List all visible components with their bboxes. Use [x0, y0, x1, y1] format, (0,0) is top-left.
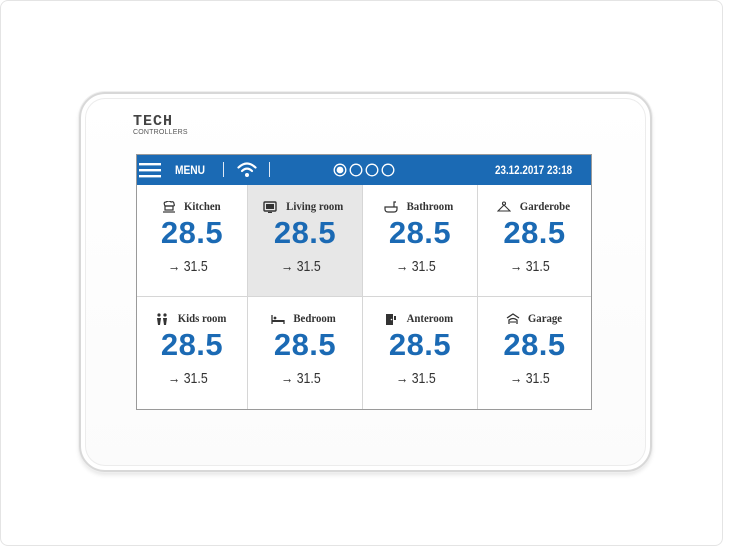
room-name: Anteroom [406, 311, 454, 326]
date-time: 23.12.2017 23:18 [495, 163, 573, 177]
menu-button[interactable]: MENU [175, 163, 206, 177]
current-temperature: 28.5 [160, 215, 224, 250]
set-temperature: → 31.5 [248, 258, 362, 275]
page-dot[interactable] [365, 163, 379, 177]
set-temperature-value: → 31.5 [510, 258, 550, 275]
current-temperature: 28.5 [388, 327, 452, 362]
room-tile[interactable]: Anteroom 28.5 → 31.5 [363, 297, 478, 409]
room-grid: Kitchen 28.5 → 31.5 Living room 28.5 → 31.5 Ba… [137, 185, 591, 409]
bathtub-icon [384, 201, 398, 213]
current-temperature: 28.5 [160, 327, 224, 362]
room-header: Anteroom [363, 310, 477, 326]
hamburger-menu-icon[interactable] [139, 161, 161, 179]
page-dot[interactable] [333, 163, 347, 177]
current-temperature: 28.5 [388, 215, 452, 250]
set-temperature-value: → 31.5 [280, 370, 321, 387]
set-temperature-value: → 31.5 [167, 258, 208, 275]
set-temperature-value: → 31.5 [510, 370, 550, 387]
room-tile[interactable]: Garage 28.5 → 31.5 [478, 297, 591, 409]
room-tile[interactable]: Kitchen 28.5 → 31.5 [137, 185, 248, 297]
set-temperature: → 31.5 [363, 370, 477, 387]
set-temperature-value: → 31.5 [395, 370, 436, 387]
hanger-icon [496, 201, 511, 212]
set-temperature: → 31.5 [137, 258, 247, 275]
set-temperature: → 31.5 [478, 370, 591, 387]
room-header: Kids room [137, 310, 247, 326]
room-header: Kitchen [137, 198, 247, 214]
room-tile[interactable]: Bathroom 28.5 → 31.5 [363, 185, 478, 297]
touch-screen: MENU 23.12.2017 23:18 Kitchen 28.5 → 31.5 L… [136, 154, 592, 410]
garage-icon [506, 312, 519, 324]
room-tile[interactable]: Bedroom 28.5 → 31.5 [248, 297, 363, 409]
separator [223, 162, 224, 177]
room-name: Living room [286, 199, 344, 214]
kids-icon [156, 313, 167, 325]
room-header: Garderobe [478, 198, 591, 214]
set-temperature: → 31.5 [478, 258, 591, 275]
separator [269, 162, 270, 177]
set-temperature-value: → 31.5 [167, 370, 208, 387]
tv-icon [263, 201, 277, 213]
brand-sub: CONTROLLERS [133, 129, 188, 136]
page-dot[interactable] [349, 163, 363, 177]
room-header: Living room [248, 198, 362, 214]
room-header: Bathroom [363, 198, 477, 214]
brand-word: TECH [133, 113, 174, 130]
current-temperature: 28.5 [273, 215, 337, 250]
active-page-dot [336, 166, 344, 174]
page-dot[interactable] [381, 163, 395, 177]
top-bar: MENU 23.12.2017 23:18 [137, 155, 591, 185]
page-indicator[interactable] [333, 163, 397, 177]
room-header: Garage [478, 310, 591, 326]
current-temperature: 28.5 [273, 327, 337, 362]
wifi-icon[interactable] [237, 160, 257, 178]
door-icon [386, 313, 397, 325]
set-temperature-value: → 31.5 [280, 258, 321, 275]
set-temperature: → 31.5 [137, 370, 247, 387]
room-name: Bedroom [293, 311, 337, 326]
room-header: Bedroom [248, 310, 362, 326]
set-temperature: → 31.5 [363, 258, 477, 275]
set-temperature: → 31.5 [248, 370, 362, 387]
room-name: Garderobe [519, 199, 570, 214]
room-name: Kids room [177, 311, 227, 326]
set-temperature-value: → 31.5 [395, 258, 436, 275]
room-name: Kitchen [183, 199, 221, 214]
room-tile[interactable]: Kids room 28.5 → 31.5 [137, 297, 248, 409]
room-tile[interactable]: Garderobe 28.5 → 31.5 [478, 185, 591, 297]
current-temperature: 28.5 [503, 215, 566, 250]
room-name: Garage [527, 311, 562, 326]
bed-icon [271, 314, 286, 324]
brand-logo: TECH CONTROLLERS [133, 113, 213, 141]
kitchen-icon [162, 200, 175, 213]
room-name: Bathroom [406, 199, 454, 214]
current-temperature: 28.5 [503, 327, 566, 362]
room-tile[interactable]: Living room 28.5 → 31.5 [248, 185, 363, 297]
